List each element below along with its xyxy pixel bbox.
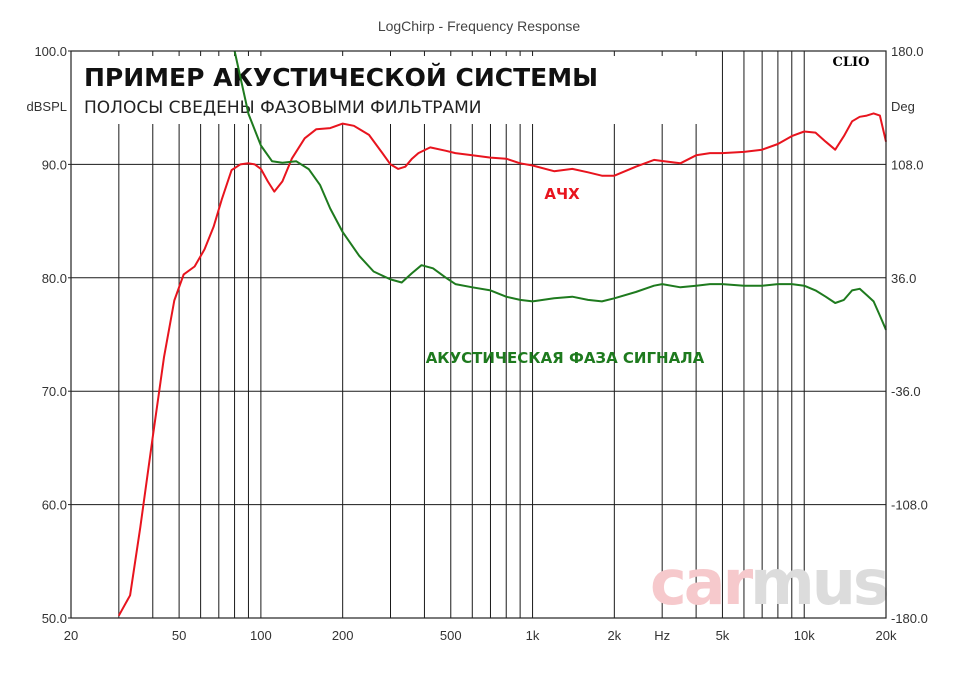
vertical-gridlines xyxy=(118,51,805,618)
y-tick-left-label: 60.0 xyxy=(42,498,67,513)
y-axis-right-label: Deg xyxy=(891,99,915,114)
x-tick-label: 20 xyxy=(64,628,78,643)
y-tick-right-label: -108.0 xyxy=(891,498,928,513)
x-tick-label: 200 xyxy=(332,628,354,643)
chart-subheadline: ПОЛОСЫ СВЕДЕНЫ ФАЗОВЫМИ ФИЛЬТРАМИ xyxy=(84,98,482,118)
brand-label: CLIO xyxy=(833,55,870,70)
series-layer xyxy=(117,50,887,617)
x-tick-label: 20k xyxy=(876,628,897,643)
y-tick-right-label: 108.0 xyxy=(891,157,924,172)
y-tick-right-label: -36.0 xyxy=(891,384,921,399)
y-ticks-right: 180.0 108.0 36.0 -36.0 -108.0 -180.0 xyxy=(891,44,928,626)
y-ticks-left: 100.0 90.0 80.0 70.0 60.0 50.0 xyxy=(34,44,71,626)
x-tick-label: 10k xyxy=(794,628,815,643)
y-tick-left-label: 80.0 xyxy=(42,271,67,286)
x-tick-label: Hz xyxy=(654,628,670,643)
chart-headline: ПРИМЕР АКУСТИЧЕСКОЙ СИСТЕМЫ xyxy=(84,63,598,92)
x-tick-label: 50 xyxy=(172,628,186,643)
y-tick-left-label: 70.0 xyxy=(42,384,67,399)
horizontal-gridlines xyxy=(71,163,886,506)
x-tick-label: 5k xyxy=(716,628,730,643)
plot-frame xyxy=(70,50,887,619)
phase-curve xyxy=(233,50,887,331)
y-tick-left-label: 90.0 xyxy=(42,157,67,172)
series-label-spl: АЧХ xyxy=(544,185,580,203)
x-tick-label: 2k xyxy=(607,628,621,643)
x-tick-label: 1k xyxy=(526,628,540,643)
y-tick-right-label: -180.0 xyxy=(891,611,928,626)
chart-title: LogChirp - Frequency Response xyxy=(378,18,581,34)
brand-backdrop xyxy=(828,54,874,70)
watermark-logo: carmus xyxy=(650,546,887,619)
y-tick-left-label: 100.0 xyxy=(34,44,67,59)
x-ticks: 20 50 100 200 500 1k 2k Hz 5k 10k 20k xyxy=(64,628,897,643)
series-label-phase: АКУСТИЧЕСКАЯ ФАЗА СИГНАЛА xyxy=(426,349,705,367)
spl-curve xyxy=(117,112,887,617)
plot-area xyxy=(71,51,886,618)
y-tick-right-label: 180.0 xyxy=(891,44,924,59)
y-tick-left-label: 50.0 xyxy=(42,611,67,626)
x-tick-label: 100 xyxy=(250,628,272,643)
y-tick-right-label: 36.0 xyxy=(891,271,916,286)
headline-backdrop xyxy=(80,56,720,124)
y-axis-left-label: dBSPL xyxy=(27,99,67,114)
x-tick-label: 500 xyxy=(440,628,462,643)
